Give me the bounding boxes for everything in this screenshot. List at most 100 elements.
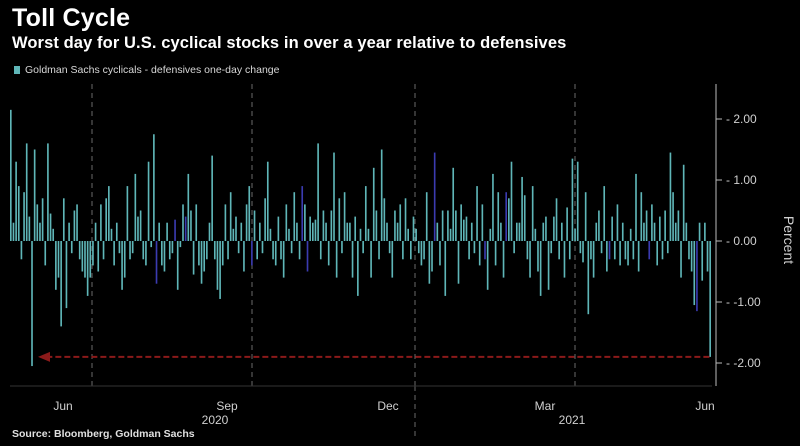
bar-146 xyxy=(396,222,399,241)
bar-140 xyxy=(380,149,383,241)
bar-23 xyxy=(70,241,73,254)
bar-3 xyxy=(17,186,20,241)
bar-77 xyxy=(213,241,216,260)
bar-252 xyxy=(677,210,680,241)
bar-108 xyxy=(296,222,298,241)
bar-165 xyxy=(447,210,449,241)
bar-75 xyxy=(208,222,211,241)
bar-layer xyxy=(10,109,711,367)
bar-4 xyxy=(20,241,23,260)
bar-158 xyxy=(428,241,431,284)
bar-123 xyxy=(335,241,338,278)
y-tick-label-0: - 2.00 xyxy=(726,112,757,126)
y-tick-label-3: - -1.00 xyxy=(726,295,761,309)
bar-245 xyxy=(659,216,661,241)
bar-103 xyxy=(282,241,285,278)
bar-199 xyxy=(537,241,539,272)
bar-60 xyxy=(168,241,171,260)
bar-136 xyxy=(370,241,372,278)
bar-2 xyxy=(15,161,17,241)
bar-259 xyxy=(696,241,698,312)
bar-36 xyxy=(105,198,108,241)
bar-10 xyxy=(36,204,39,241)
bar-206 xyxy=(555,198,558,241)
bar-22 xyxy=(68,222,70,241)
bar-203 xyxy=(547,241,550,290)
bar-175 xyxy=(473,241,476,254)
bar-61 xyxy=(171,241,174,254)
bar-212 xyxy=(571,158,574,241)
bar-167 xyxy=(452,167,455,241)
bar-32 xyxy=(94,222,97,241)
bar-114 xyxy=(311,222,314,241)
bar-154 xyxy=(417,241,420,254)
bar-192 xyxy=(518,222,521,241)
bar-217 xyxy=(584,192,587,241)
bar-189 xyxy=(510,161,513,241)
bar-100 xyxy=(274,241,277,266)
bar-180 xyxy=(486,241,489,290)
bar-233 xyxy=(627,241,629,266)
x-tick-label-0: Jun xyxy=(53,399,72,413)
bar-255 xyxy=(685,222,688,241)
x-tick-label-3: Mar xyxy=(535,399,556,413)
bar-84 xyxy=(232,228,235,241)
bar-172 xyxy=(465,216,468,241)
bar-137 xyxy=(372,167,375,241)
bar-126 xyxy=(343,192,346,241)
bar-94 xyxy=(259,222,261,241)
bar-98 xyxy=(269,228,272,241)
bar-198 xyxy=(534,228,537,241)
legend-label: Goldman Sachs cyclicals - defensives one… xyxy=(25,64,280,76)
bar-162 xyxy=(439,241,441,266)
bar-37 xyxy=(108,186,110,241)
bar-264 xyxy=(709,241,711,357)
bar-127 xyxy=(346,222,349,241)
bar-222 xyxy=(598,210,600,241)
bar-219 xyxy=(590,241,592,260)
bar-73 xyxy=(203,241,206,272)
x-tick-label-1: Sep xyxy=(216,399,238,413)
bar-187 xyxy=(505,192,508,241)
bar-148 xyxy=(402,241,404,260)
bar-226 xyxy=(608,241,611,260)
legend-swatch xyxy=(14,66,20,74)
bar-66 xyxy=(184,216,187,241)
bar-55 xyxy=(155,241,158,284)
bar-211 xyxy=(568,241,571,260)
bar-141 xyxy=(383,198,386,241)
bar-236 xyxy=(635,173,637,241)
bar-90 xyxy=(248,186,251,241)
bar-205 xyxy=(553,216,555,241)
bar-119 xyxy=(325,222,327,241)
bar-188 xyxy=(508,198,510,241)
bar-33 xyxy=(97,241,100,272)
bar-99 xyxy=(272,241,274,260)
bar-38 xyxy=(110,228,113,241)
bar-159 xyxy=(431,241,433,272)
bar-19 xyxy=(60,241,62,327)
bar-161 xyxy=(436,222,439,241)
bar-13 xyxy=(44,241,47,266)
bar-176 xyxy=(476,186,478,241)
bar-202 xyxy=(545,216,547,241)
bar-124 xyxy=(338,198,341,241)
bar-20 xyxy=(62,198,65,241)
bar-6 xyxy=(25,143,28,241)
bar-64 xyxy=(179,241,182,248)
annotation-layer xyxy=(38,351,710,362)
bar-129 xyxy=(351,241,354,278)
bar-228 xyxy=(613,241,616,260)
bar-207 xyxy=(558,241,560,260)
bar-240 xyxy=(645,210,648,241)
bar-147 xyxy=(399,204,402,241)
bar-231 xyxy=(621,222,624,241)
bar-125 xyxy=(341,241,343,254)
bar-54 xyxy=(153,134,155,241)
axis-layer: - 2.00 - 1.00 - 0.00 - -1.00 - -2.00 Percent J… xyxy=(10,84,797,427)
bar-96 xyxy=(264,198,266,241)
bar-149 xyxy=(404,198,407,241)
bar-81 xyxy=(224,204,227,241)
bar-169 xyxy=(457,241,460,284)
